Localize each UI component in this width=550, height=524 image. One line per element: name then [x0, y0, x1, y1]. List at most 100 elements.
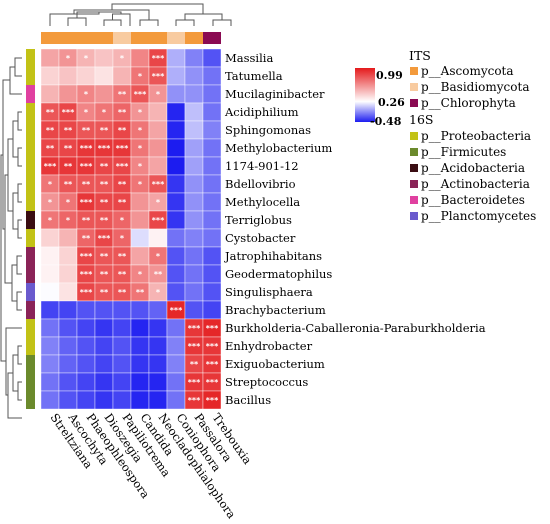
- significance-star: *: [120, 54, 125, 63]
- legend-swatch: [410, 148, 418, 156]
- legend-label: p__Chlorophyta: [421, 96, 516, 110]
- significance-star: *: [138, 270, 143, 279]
- significance-star: ***: [206, 378, 219, 387]
- significance-star: *: [156, 252, 161, 261]
- significance-star: *: [48, 180, 53, 189]
- heatmap-cell: [202, 192, 222, 212]
- significance-star: *: [138, 144, 143, 153]
- heatmap-cell: [202, 120, 222, 140]
- column-phylum-swatch: [131, 32, 149, 44]
- heatmap-cell: [148, 300, 168, 320]
- significance-star: **: [64, 162, 73, 171]
- heatmap-cell: [166, 138, 186, 158]
- heatmap-cell: [130, 192, 150, 212]
- heatmap-cell: [166, 84, 186, 104]
- heatmap-cell: [148, 318, 168, 338]
- row-phylum-swatch: [26, 103, 35, 121]
- heatmap-cell: [94, 318, 114, 338]
- row-phylum-swatch: [26, 175, 35, 193]
- legend-label: p__Actinobacteria: [421, 177, 530, 191]
- significance-star: *: [156, 288, 161, 297]
- row-phylum-swatch: [26, 49, 35, 67]
- significance-star: *: [138, 162, 143, 171]
- heatmap-cells: [40, 48, 222, 410]
- legend-label: p__Acidobacteria: [421, 161, 525, 175]
- row-phylum-swatch: [26, 283, 35, 301]
- column-phylum-bar: [41, 32, 221, 44]
- row-phylum-bar: [26, 49, 35, 409]
- heatmap-cell: [184, 138, 204, 158]
- legend-label: p__Proteobacteria: [421, 129, 531, 143]
- row-label: Brachybacterium: [225, 303, 326, 317]
- heatmap-cell: [166, 48, 186, 68]
- significance-star: ***: [152, 54, 165, 63]
- significance-star: *: [48, 216, 53, 225]
- heatmap-cell: [202, 210, 222, 230]
- heatmap-cell: [130, 48, 150, 68]
- row-dendrogram: [0, 57, 22, 419]
- significance-star: **: [82, 216, 91, 225]
- heatmap-cell: [166, 336, 186, 356]
- heatmap-cell: [148, 156, 168, 176]
- significance-star: ***: [152, 180, 165, 189]
- heatmap-cell: [166, 318, 186, 338]
- heatmap-cell: [130, 318, 150, 338]
- significance-star: **: [100, 126, 109, 135]
- heatmap-cell: [40, 228, 60, 248]
- heatmap-cell: [184, 300, 204, 320]
- significance-star: ***: [80, 252, 93, 261]
- significance-star: ***: [80, 144, 93, 153]
- heatmap-cell: [58, 390, 78, 410]
- legend-swatch: [410, 164, 418, 172]
- heatmap-cell: [184, 120, 204, 140]
- row-label: Streptococcus: [225, 375, 308, 389]
- legend-swatch: [410, 212, 418, 220]
- heatmap-cell: [202, 174, 222, 194]
- significance-star: *: [84, 108, 89, 117]
- legend-label: p__Firmicutes: [421, 145, 506, 159]
- row-label: Exiguobacterium: [225, 357, 325, 371]
- legend-swatch: [410, 180, 418, 188]
- colorbar-min-label: -0.48: [370, 115, 402, 128]
- heatmap-cell: [184, 264, 204, 284]
- heatmap-cell: [166, 174, 186, 194]
- heatmap-cell: [148, 138, 168, 158]
- heatmap-cell: [148, 354, 168, 374]
- legend-swatch: [410, 132, 418, 140]
- significance-star: **: [118, 108, 127, 117]
- significance-star: *: [66, 198, 71, 207]
- heatmap-cell: [58, 66, 78, 86]
- heatmap-cell: [40, 246, 60, 266]
- heatmap-cell: [202, 390, 222, 410]
- significance-star: **: [118, 288, 127, 297]
- significance-star: ***: [98, 144, 111, 153]
- significance-star: ***: [170, 306, 183, 315]
- heatmap-cell: [130, 300, 150, 320]
- row-label: Methylobacterium: [225, 141, 332, 155]
- heatmap-cell: [130, 354, 150, 374]
- row-label: Burkholderia-Caballeronia-Paraburkholder…: [225, 321, 486, 335]
- heatmap-cell: [148, 228, 168, 248]
- heatmap-cell: [58, 84, 78, 104]
- legend-16s-title: 16S: [409, 112, 433, 127]
- heatmap-cell: [94, 372, 114, 392]
- row-label: Bdellovibrio: [225, 177, 296, 191]
- column-labels: StreltzianaAscochytaPhaeophleosporaDiosz…: [48, 410, 255, 521]
- heatmap-cell: [166, 390, 186, 410]
- column-phylum-swatch: [185, 32, 203, 44]
- legend-label: p__Basidiomycota: [421, 80, 529, 94]
- heatmap-cell: [130, 390, 150, 410]
- heatmap-cell: [184, 156, 204, 176]
- heatmap-cell: [40, 264, 60, 284]
- heatmap-cell: [148, 390, 168, 410]
- column-phylum-swatch: [59, 32, 77, 44]
- row-phylum-swatch: [26, 193, 35, 211]
- significance-star: ***: [116, 144, 129, 153]
- significance-star: *: [84, 90, 89, 99]
- heatmap-cell: [202, 48, 222, 68]
- heatmap-cell: [58, 318, 78, 338]
- row-label: Massilia: [225, 51, 273, 65]
- row-phylum-swatch: [26, 265, 35, 283]
- column-phylum-swatch: [41, 32, 59, 44]
- column-phylum-swatch: [95, 32, 113, 44]
